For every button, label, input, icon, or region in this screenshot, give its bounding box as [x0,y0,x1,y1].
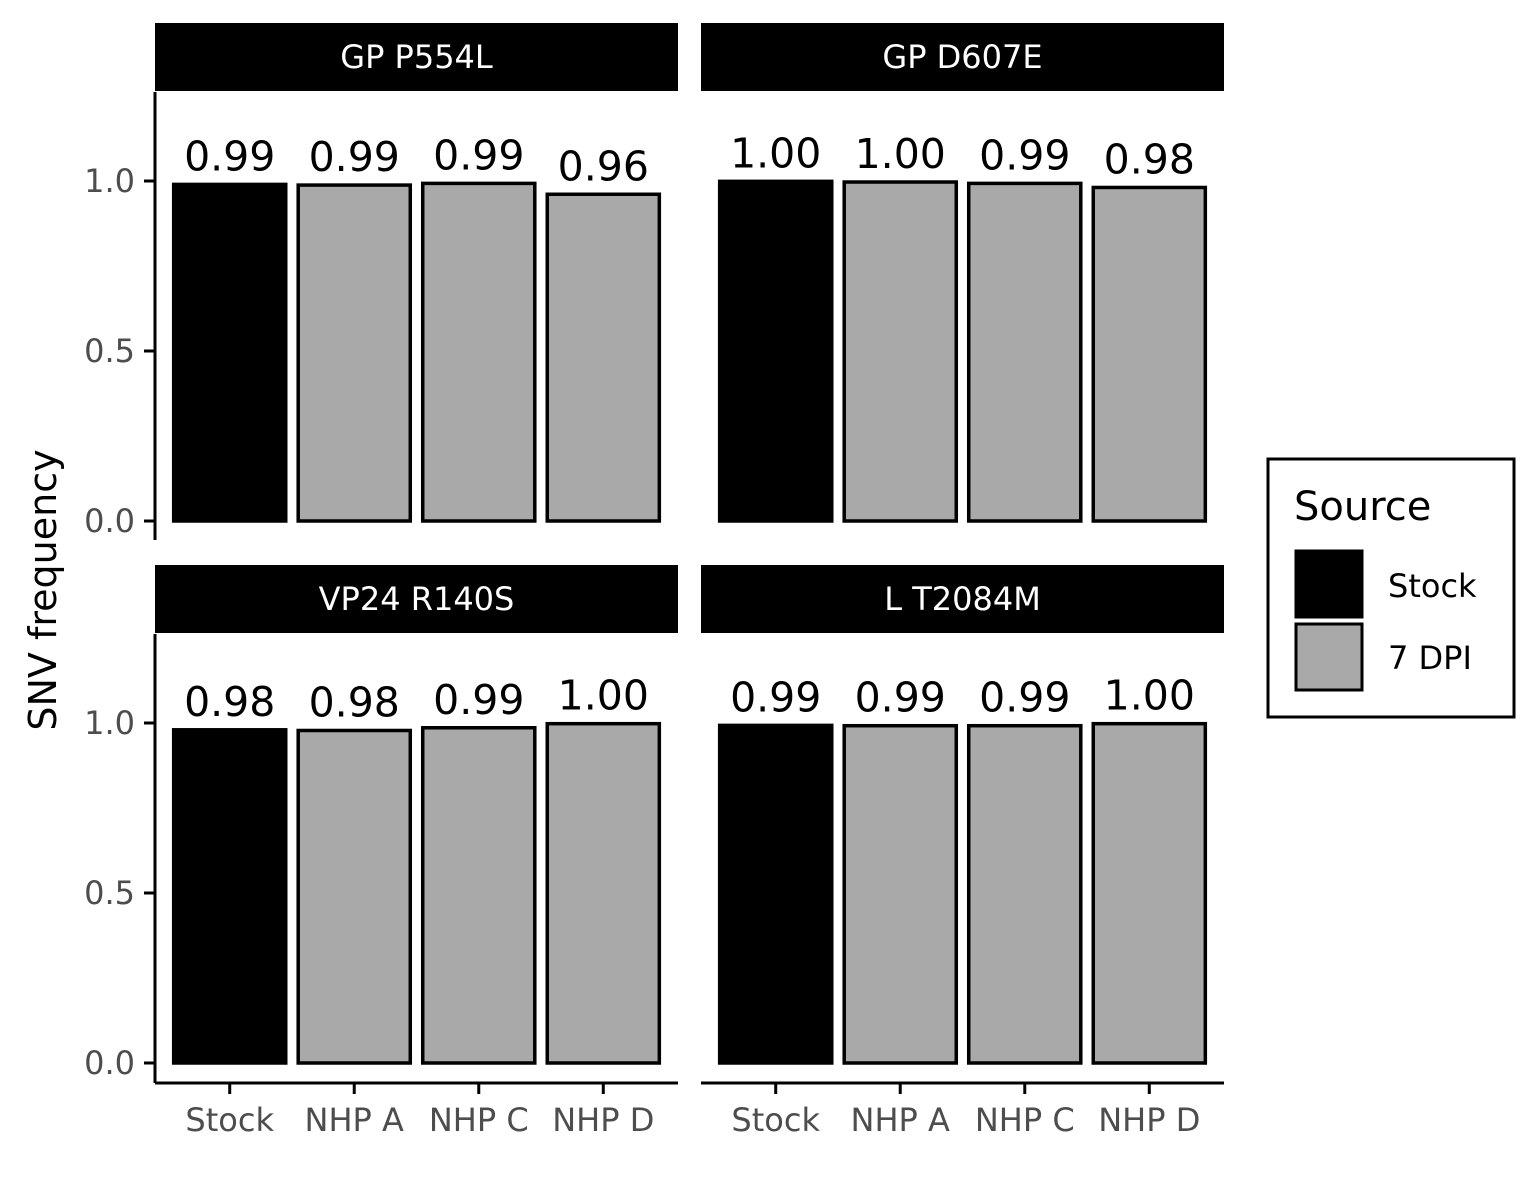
y-tick-label: 0.0 [84,502,135,540]
legend-swatch-stock [1294,549,1364,619]
legend-title: Source [1294,484,1431,530]
y-tick-label: 1.0 [84,704,135,742]
bar [1091,185,1208,523]
facet-strip [155,23,678,91]
bar-value-label: 0.99 [979,131,1070,179]
bar [966,723,1083,1065]
bar [420,726,537,1065]
x-tick-label: Stock [731,1101,820,1139]
facet-strip [701,565,1224,633]
legend-label-stock: Stock [1388,567,1477,605]
bar-value-label: 0.99 [433,676,524,724]
x-tick-label: NHP D [1098,1101,1200,1139]
bar-value-label: 1.00 [730,129,821,177]
bar [717,723,834,1065]
bar [296,728,413,1065]
x-tick-label: NHP A [305,1101,404,1139]
bar-value-label: 0.96 [558,142,649,190]
facet-panel: VP24 R140S 0.98 Stock 0.98 NHP A 0.99 NHP C 1.0… [84,565,678,1139]
x-tick-label: NHP C [429,1101,529,1139]
legend-swatch-7dpi [1294,622,1364,692]
x-tick-label: Stock [185,1101,274,1139]
bar [966,181,1083,523]
bar-value-label: 0.99 [979,674,1070,722]
legend: Source Stock 7 DPI [1266,457,1516,719]
bar [171,182,288,523]
x-tick-label: NHP C [975,1101,1075,1139]
bar-value-label: 0.99 [433,131,524,179]
bar [1091,721,1208,1065]
facet-strip-title: VP24 R140S [319,580,515,618]
bar [842,180,959,523]
bar-value-label: 0.98 [309,678,400,726]
bar-value-label: 1.00 [558,672,649,720]
facet-strip-title: GP P554L [340,38,493,76]
facet-strip-title: GP D607E [882,38,1042,76]
y-tick-label: 0.5 [84,332,135,370]
bar [545,721,662,1065]
bar-value-label: 1.00 [855,130,946,178]
bar-value-label: 0.99 [855,674,946,722]
bar-value-label: 1.00 [1104,672,1195,720]
facet-strip [701,23,1224,91]
bar [545,192,662,523]
bar-value-label: 0.99 [730,673,821,721]
bar-value-label: 0.99 [184,132,275,180]
bar-value-label: 0.98 [184,678,275,726]
bar [171,728,288,1065]
bar-value-label: 0.98 [1104,135,1195,183]
bar-value-label: 0.99 [309,133,400,181]
y-tick-label: 0.5 [84,874,135,912]
facet-strip [155,565,678,633]
facet-strip-title: L T2084M [884,580,1041,618]
legend-label-7dpi: 7 DPI [1388,639,1472,677]
x-tick-label: NHP A [851,1101,950,1139]
bar [296,183,413,523]
y-tick-label: 1.0 [84,162,135,200]
facet-panel: L T2084M 0.99 Stock 0.99 NHP A 0.99 NHP C 1.00 N… [701,565,1224,1139]
y-axis-title: SNV frequency [21,449,65,730]
x-tick-label: NHP D [552,1101,654,1139]
facet-panel: GP P554L 0.99 0.99 0.99 0.96 0.0 0.5 1.0 [84,23,678,540]
facet-panel: GP D607E 1.00 1.00 0.99 0.98 [701,23,1224,523]
bar [420,181,537,523]
bar [842,723,959,1065]
y-tick-label: 0.0 [84,1044,135,1082]
bar [717,179,834,523]
